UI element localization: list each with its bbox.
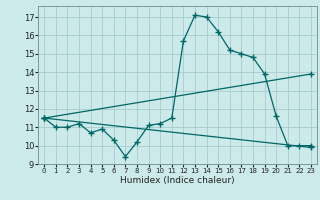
X-axis label: Humidex (Indice chaleur): Humidex (Indice chaleur) [120, 176, 235, 185]
